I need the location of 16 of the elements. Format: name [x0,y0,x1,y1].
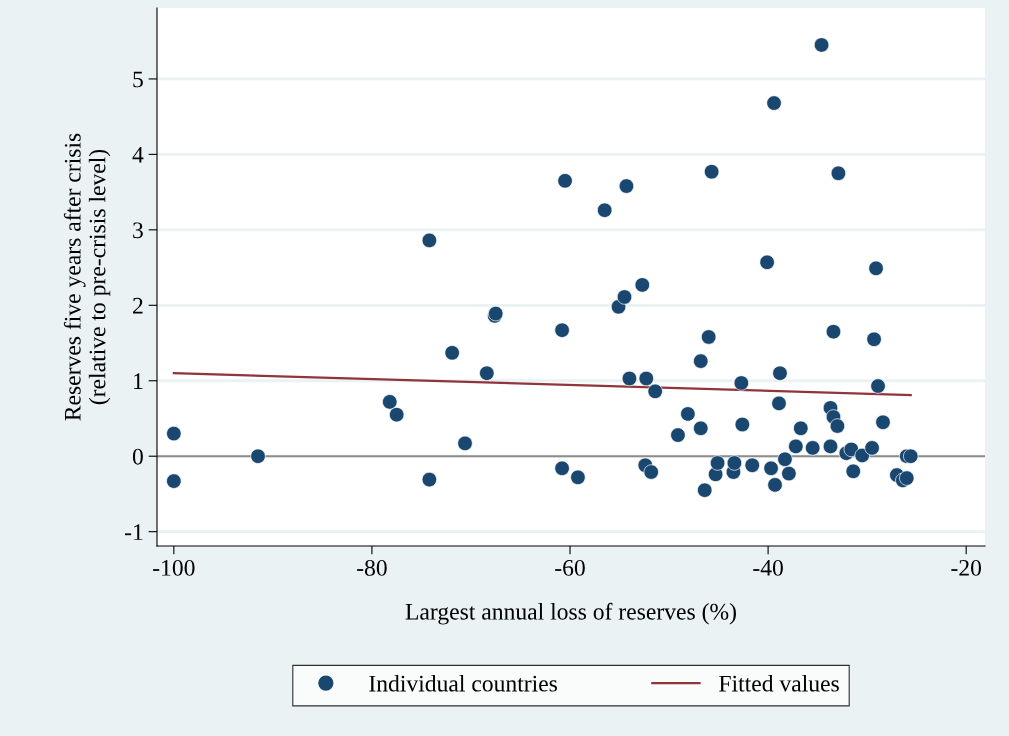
x-tick-label: -60 [555,559,585,576]
y-tick-label: 5 [133,71,143,88]
legend-label: Fitted values [719,674,839,692]
y-tick-label: 2 [133,297,143,314]
x-tick-label: -20 [951,559,982,576]
x-tick-label: -80 [357,559,387,576]
y-tick-label: 4 [132,147,144,163]
y-tick-label: 0 [132,448,143,465]
x-axis-title: Largest annual loss of reserves (%) [405,602,736,625]
y-tick-label: 1 [134,373,143,389]
y-axis-title: Reserves five years after crisis (relative to pre-crisis level) [63,133,111,421]
x-tick-label: -40 [753,559,783,576]
legend-label: Individual countries [369,674,558,692]
y-tick-label: 3 [133,222,143,239]
x-tick-label: -100 [153,559,195,576]
y-tick-label: -1 [125,524,143,540]
